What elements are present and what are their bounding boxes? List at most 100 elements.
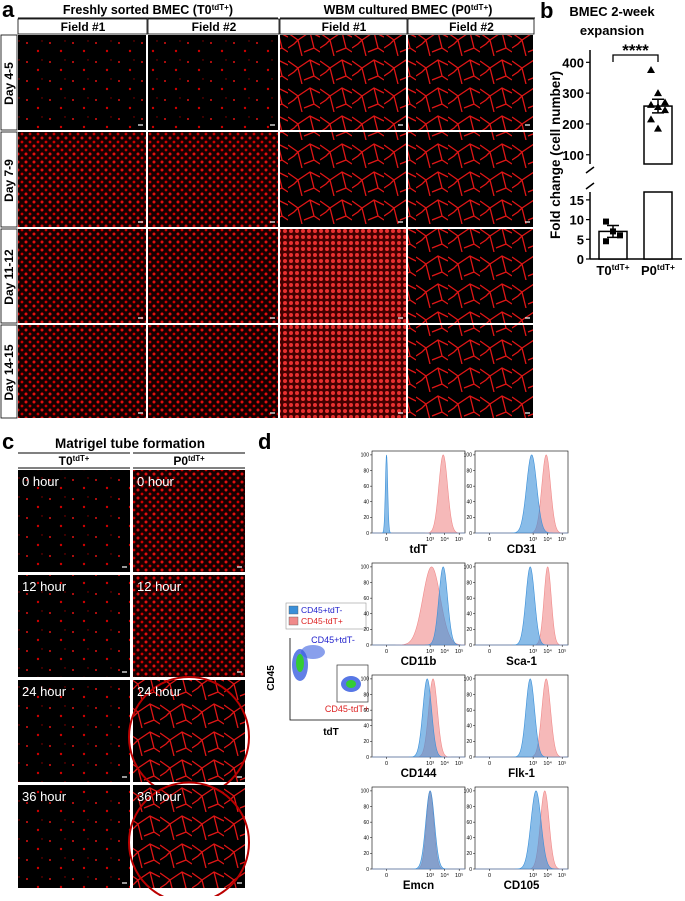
dot-plot-axes <box>289 638 372 721</box>
y-tick-label: 300 <box>562 86 584 101</box>
micrograph <box>148 35 278 130</box>
data-point <box>603 218 609 225</box>
data-point <box>661 106 669 114</box>
y-tick-label: 0 <box>577 252 584 267</box>
micrograph <box>133 470 245 572</box>
x-tick-label: 0 <box>488 537 491 543</box>
text-part: ) <box>229 3 233 17</box>
y-tick-label: 80 <box>466 468 472 474</box>
y-tick-label: 0 <box>366 755 369 761</box>
y-tick-label: 100 <box>361 789 370 795</box>
x-tick-label: 0 <box>488 873 491 879</box>
y-tick-label: 400 <box>562 55 584 70</box>
y-tick-label: 100 <box>464 565 473 571</box>
y-tick-label: 100 <box>464 677 473 683</box>
micrograph <box>18 132 146 227</box>
x-tick-label: 10³ <box>529 761 537 767</box>
histogram-curve <box>475 678 568 758</box>
text-part: ) <box>488 3 492 17</box>
data-point <box>603 238 609 245</box>
y-tick-label: 80 <box>363 692 369 698</box>
x-tick-label: 10³ <box>426 537 434 543</box>
axis-break <box>585 166 595 174</box>
x-tick-label: 10⁴ <box>543 536 552 543</box>
field-header: Field #2 <box>449 20 494 34</box>
significance-bracket <box>612 54 659 62</box>
field-header-cell <box>17 18 148 35</box>
x-tick-label: 10³ <box>529 649 537 655</box>
marker-label: Emcn <box>403 880 434 892</box>
data-point <box>647 115 655 123</box>
data-point <box>654 103 662 110</box>
y-tick-label: 60 <box>363 708 369 714</box>
y-tick-label: 100 <box>361 565 370 571</box>
superscript: tdT+ <box>188 454 205 463</box>
gate <box>336 664 369 703</box>
significance: **** <box>622 41 649 60</box>
text-part: T0 <box>59 454 73 468</box>
chart-title: expansion <box>580 23 644 38</box>
x-tick-label: 10³ <box>426 649 434 655</box>
micrograph <box>408 229 533 323</box>
x-tick-label: P0tdT+ <box>641 262 675 278</box>
y-tick-label: 40 <box>466 500 472 506</box>
time-label: 36 hour <box>137 789 182 804</box>
y-tick-label: 200 <box>562 117 584 132</box>
y-tick-label: 20 <box>466 739 472 745</box>
histogram-curve <box>475 790 568 870</box>
y-axis-label: Fold change (cell number) <box>548 71 563 239</box>
legend-label: CD45+tdT- <box>301 605 343 615</box>
micrograph <box>18 785 130 888</box>
histogram-curve <box>372 790 465 870</box>
y-tick-label: 80 <box>466 580 472 586</box>
micrograph <box>280 325 406 418</box>
x-tick-label: 0 <box>385 537 388 543</box>
day-label: Day 11-12 <box>2 249 16 305</box>
micrograph <box>18 680 130 782</box>
micrograph <box>133 680 245 782</box>
y-tick-label: 80 <box>466 692 472 698</box>
x-tick-label: 10³ <box>529 873 537 879</box>
y-tick-label: 40 <box>363 724 369 730</box>
superscript: tdT+ <box>212 3 230 12</box>
y-tick-label: 80 <box>363 804 369 810</box>
micrograph <box>18 229 146 323</box>
text-part: Freshly sorted BMEC (T0 <box>63 3 212 17</box>
x-tick-label: 10⁵ <box>558 648 566 655</box>
micrograph <box>18 575 130 677</box>
y-tick-label: 20 <box>466 515 472 521</box>
x-tick-label: 10⁴ <box>440 648 449 655</box>
axis-label: CD45 <box>266 665 277 691</box>
x-tick-label: 0 <box>385 761 388 767</box>
x-tick-label: T0tdT+ <box>596 262 629 278</box>
time-label: 24 hour <box>22 684 67 699</box>
y-tick-label: 100 <box>464 453 473 459</box>
row-label-cell <box>0 324 18 419</box>
legend-swatch <box>288 616 299 626</box>
y-tick-label: 60 <box>466 484 472 490</box>
micrograph <box>18 470 130 572</box>
axis-label: tdT <box>323 727 339 738</box>
superscript: tdT+ <box>612 262 630 272</box>
histogram-frame <box>371 674 466 758</box>
time-label: 12 hour <box>22 579 67 594</box>
column-header: T0tdT+ <box>59 454 90 469</box>
x-tick-label: 10⁵ <box>455 536 463 543</box>
row-label-cell <box>0 131 18 228</box>
gate-label: CD45+tdT- <box>311 635 355 645</box>
data-point <box>647 100 655 108</box>
x-tick-label: 0 <box>488 761 491 767</box>
y-tick-label: 100 <box>562 148 584 163</box>
field-header-cell <box>279 18 408 35</box>
cell-population <box>301 645 325 659</box>
micrograph <box>18 35 146 130</box>
histogram-curve <box>372 454 465 534</box>
micrograph <box>408 325 533 418</box>
x-tick-label: 10⁴ <box>440 760 449 767</box>
day-label: Day 4-5 <box>2 62 16 105</box>
y-tick-label: 15 <box>570 193 584 208</box>
micrograph <box>18 325 146 418</box>
micrograph <box>280 35 406 130</box>
histogram-curve <box>475 454 568 534</box>
row-label-cell <box>0 228 18 324</box>
